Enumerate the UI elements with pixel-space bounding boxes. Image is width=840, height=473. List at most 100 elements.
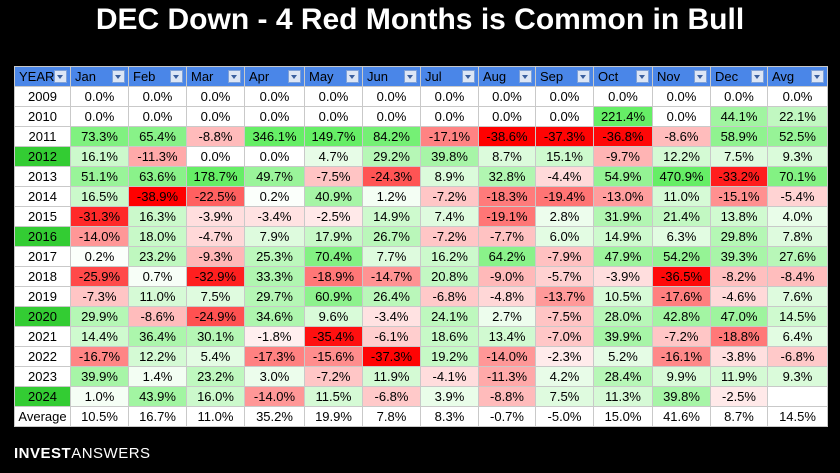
value-cell: -13.7%: [535, 286, 594, 307]
value-cell: 8.7%: [478, 146, 536, 167]
filter-dropdown-icon[interactable]: [288, 70, 301, 83]
year-cell: 2012: [14, 146, 71, 167]
value-cell: -3.4%: [244, 206, 305, 227]
value-cell: 26.7%: [362, 226, 421, 247]
filter-dropdown-icon[interactable]: [346, 70, 359, 83]
column-header-label: Sep: [540, 69, 564, 84]
value-cell: 39.3%: [710, 246, 768, 267]
column-header-year[interactable]: YEAR: [14, 66, 71, 87]
value-cell: 4.0%: [767, 206, 828, 227]
value-cell: 49.7%: [244, 166, 305, 187]
value-cell: 8.9%: [420, 166, 479, 187]
value-cell: -2.3%: [535, 346, 594, 367]
value-cell: 15.1%: [535, 146, 594, 167]
value-cell: 0.0%: [593, 86, 653, 107]
value-cell: 51.1%: [70, 166, 129, 187]
value-cell: 9.3%: [767, 366, 828, 387]
value-cell: 0.0%: [767, 86, 828, 107]
filter-dropdown-icon[interactable]: [112, 70, 125, 83]
value-cell: -3.8%: [710, 346, 768, 367]
column-header-label: Mar: [191, 69, 214, 84]
value-cell: 16.2%: [420, 246, 479, 267]
year-cell: 2021: [14, 326, 71, 347]
value-cell: 29.8%: [710, 226, 768, 247]
value-cell: 70.4%: [304, 246, 363, 267]
column-header-may[interactable]: May: [304, 66, 363, 87]
value-cell: 2.8%: [535, 206, 594, 227]
column-header-avg[interactable]: Avg: [767, 66, 828, 87]
value-cell: 0.0%: [478, 106, 536, 127]
column-header-oct[interactable]: Oct: [593, 66, 653, 87]
value-cell: 23.2%: [128, 246, 187, 267]
filter-dropdown-icon[interactable]: [54, 70, 67, 83]
value-cell: 0.0%: [186, 106, 245, 127]
filter-dropdown-icon[interactable]: [694, 70, 707, 83]
value-cell: 0.0%: [362, 106, 421, 127]
value-cell: 54.9%: [593, 166, 653, 187]
value-cell: 11.3%: [593, 386, 653, 407]
filter-dropdown-icon[interactable]: [228, 70, 241, 83]
value-cell: 6.4%: [767, 326, 828, 347]
value-cell: -4.1%: [420, 366, 479, 387]
value-cell: 24.1%: [420, 306, 479, 327]
table-row: 2012 16.1% -11.3% 0.0% 0.0% 4.7% 29.2% 39.8% 8.7…: [14, 146, 828, 167]
average-value-cell: 14.5%: [767, 406, 828, 427]
brand-logo: INVESTANSWERS: [14, 445, 151, 462]
year-cell: 2024: [14, 386, 71, 407]
value-cell: 36.4%: [128, 326, 187, 347]
filter-dropdown-icon[interactable]: [811, 70, 824, 83]
value-cell: 0.0%: [244, 106, 305, 127]
column-header-mar[interactable]: Mar: [186, 66, 245, 87]
value-cell: 0.0%: [304, 86, 363, 107]
value-cell: -14.0%: [244, 386, 305, 407]
filter-dropdown-icon[interactable]: [751, 70, 764, 83]
filter-dropdown-icon[interactable]: [519, 70, 532, 83]
value-cell: 28.0%: [593, 306, 653, 327]
value-cell: 7.6%: [767, 286, 828, 307]
value-cell: 0.0%: [304, 106, 363, 127]
value-cell: 14.9%: [362, 206, 421, 227]
value-cell: 32.8%: [478, 166, 536, 187]
value-cell: -16.7%: [70, 346, 129, 367]
value-cell: 65.4%: [128, 126, 187, 147]
value-cell: 1.2%: [362, 186, 421, 207]
column-header-nov[interactable]: Nov: [652, 66, 711, 87]
value-cell: -18.3%: [478, 186, 536, 207]
value-cell: 7.5%: [710, 146, 768, 167]
value-cell: -31.3%: [70, 206, 129, 227]
value-cell: -17.1%: [420, 126, 479, 147]
value-cell: -7.5%: [304, 166, 363, 187]
average-value-cell: 8.7%: [710, 406, 768, 427]
average-value-cell: 19.9%: [304, 406, 363, 427]
column-header-jul[interactable]: Jul: [420, 66, 479, 87]
value-cell: 0.0%: [128, 86, 187, 107]
year-cell: 2020: [14, 306, 71, 327]
value-cell: 19.2%: [420, 346, 479, 367]
value-cell: 7.4%: [420, 206, 479, 227]
filter-dropdown-icon[interactable]: [577, 70, 590, 83]
value-cell: 26.4%: [362, 286, 421, 307]
column-header-sep[interactable]: Sep: [535, 66, 594, 87]
value-cell: -16.1%: [652, 346, 711, 367]
value-cell: 0.0%: [652, 86, 711, 107]
value-cell: -14.7%: [362, 266, 421, 287]
column-header-jan[interactable]: Jan: [70, 66, 129, 87]
value-cell: 14.4%: [70, 326, 129, 347]
column-header-dec[interactable]: Dec: [710, 66, 768, 87]
value-cell: -8.6%: [652, 126, 711, 147]
filter-dropdown-icon[interactable]: [636, 70, 649, 83]
column-header-aug[interactable]: Aug: [478, 66, 536, 87]
column-header-apr[interactable]: Apr: [244, 66, 305, 87]
column-header-feb[interactable]: Feb: [128, 66, 187, 87]
value-cell: 12.2%: [652, 146, 711, 167]
value-cell: 6.3%: [652, 226, 711, 247]
value-cell: 27.6%: [767, 246, 828, 267]
filter-dropdown-icon[interactable]: [462, 70, 475, 83]
value-cell: 11.9%: [362, 366, 421, 387]
filter-dropdown-icon[interactable]: [170, 70, 183, 83]
value-cell: 0.0%: [186, 86, 245, 107]
filter-dropdown-icon[interactable]: [404, 70, 417, 83]
column-header-jun[interactable]: Jun: [362, 66, 421, 87]
value-cell: -15.1%: [710, 186, 768, 207]
value-cell: 44.1%: [710, 106, 768, 127]
